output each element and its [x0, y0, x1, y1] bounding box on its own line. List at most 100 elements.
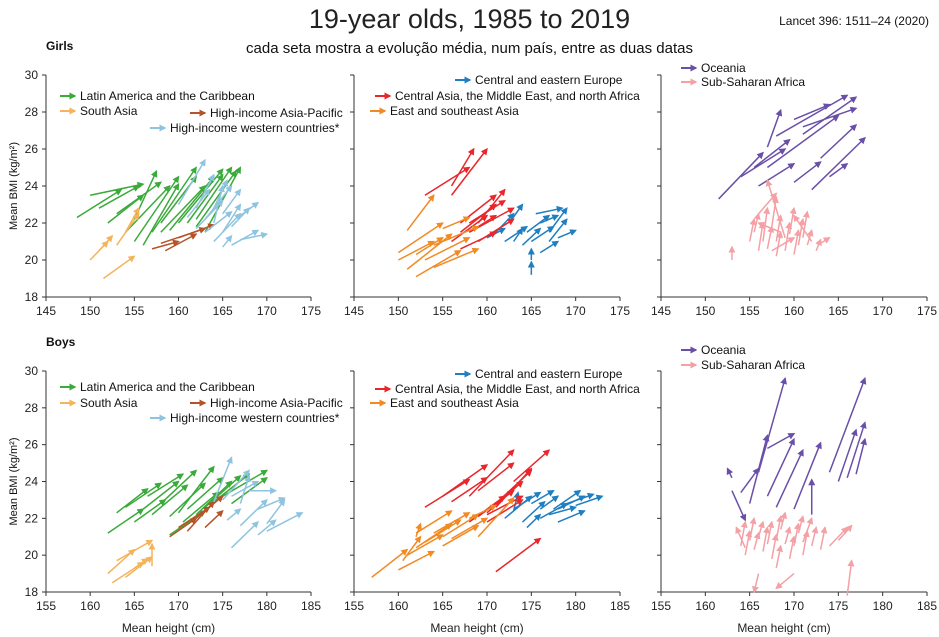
data-arrow: [239, 474, 251, 504]
data-arrow: [766, 114, 840, 169]
data-arrow: [124, 206, 140, 233]
x-tick-label: 160: [168, 304, 188, 318]
data-arrow: [442, 513, 480, 538]
x-tick-label: 145: [651, 304, 671, 318]
data-arrow: [195, 495, 224, 519]
data-arrow: [575, 494, 604, 507]
data-arrow: [740, 148, 787, 178]
data-arrow: [766, 108, 783, 148]
data-arrow: [415, 522, 422, 537]
x-tick-label: 165: [213, 304, 233, 318]
data-arrow: [495, 467, 533, 508]
data-arrow: [718, 151, 764, 200]
data-arrow: [451, 517, 489, 540]
data-arrow: [521, 500, 546, 523]
x-tick-label: 170: [784, 599, 804, 613]
x-tick-label: 155: [433, 304, 453, 318]
data-arrow: [195, 170, 237, 228]
x-axis-label: Mean height (cm): [737, 621, 830, 635]
data-arrow: [815, 238, 822, 252]
data-arrow: [784, 526, 792, 545]
data-arrow: [442, 464, 489, 497]
x-tick-label: 180: [566, 599, 586, 613]
data-arrow: [486, 499, 524, 523]
data-arrow: [775, 544, 784, 569]
data-arrow: [837, 428, 858, 482]
legend-label: Oceania: [701, 61, 746, 75]
x-axis-label: Mean height (cm): [122, 621, 215, 635]
x-tick-label: 165: [740, 599, 760, 613]
data-arrow: [771, 195, 779, 227]
data-arrow: [775, 230, 784, 257]
data-arrow: [442, 525, 480, 547]
legend-label: Sub-Saharan Africa: [701, 75, 805, 89]
data-arrow: [539, 502, 569, 519]
data-arrow: [793, 229, 801, 255]
data-arrow: [757, 377, 787, 473]
data-arrow: [397, 240, 436, 261]
data-arrow: [855, 437, 867, 475]
data-arrow: [829, 162, 849, 178]
x-tick-label: 160: [695, 599, 715, 613]
data-arrow: [90, 181, 145, 196]
data-arrow: [802, 106, 858, 128]
data-arrow: [164, 233, 198, 252]
legend-label: Central and eastern Europe: [475, 73, 623, 87]
data-arrow: [548, 207, 568, 233]
data-arrow: [548, 218, 568, 242]
data-arrow: [151, 484, 189, 516]
data-arrow: [102, 255, 136, 280]
data-arrow: [811, 526, 819, 547]
data-arrow: [726, 467, 734, 479]
x-tick-label: 175: [828, 599, 848, 613]
data-arrow: [257, 519, 277, 536]
data-arrow: [125, 556, 154, 578]
data-arrow: [735, 526, 746, 549]
x-tick-label: 170: [873, 304, 893, 318]
data-arrow: [125, 482, 162, 508]
data-arrow: [495, 537, 542, 573]
x-tick-label: 145: [36, 304, 56, 318]
data-arrow: [748, 434, 770, 504]
data-arrow: [266, 512, 304, 532]
data-arrow: [76, 188, 123, 219]
data-arrow: [793, 441, 822, 510]
data-arrow: [819, 526, 828, 550]
data-arrow: [802, 529, 810, 556]
data-arrow: [802, 210, 810, 238]
data-arrow: [195, 480, 233, 516]
legend-label: East and southeast Asia: [390, 104, 519, 118]
data-arrow: [775, 573, 795, 590]
x-tick-label: 155: [124, 304, 144, 318]
data-arrow: [160, 469, 198, 505]
data-arrow: [468, 449, 515, 497]
data-arrow: [182, 491, 220, 523]
data-arrow: [753, 138, 791, 169]
data-arrow: [415, 237, 444, 256]
legend-label: South Asia: [80, 104, 138, 118]
data-arrow: [433, 247, 480, 269]
x-tick-label: 160: [477, 304, 497, 318]
data-arrow: [521, 227, 542, 246]
data-arrow: [513, 491, 542, 510]
data-arrow: [397, 550, 436, 571]
y-tick-label: 22: [25, 216, 39, 230]
data-arrow: [846, 421, 867, 479]
data-arrow: [530, 225, 555, 243]
data-arrow: [186, 173, 224, 224]
data-arrow: [775, 94, 849, 137]
y-tick-label: 30: [25, 68, 39, 82]
data-arrow: [539, 495, 560, 510]
row-label: Girls: [46, 39, 74, 53]
data-arrow: [226, 508, 242, 521]
data-arrow: [177, 168, 224, 224]
data-arrow: [793, 214, 813, 242]
data-arrow: [186, 188, 211, 218]
data-arrow: [775, 515, 784, 541]
data-arrow: [793, 103, 831, 121]
data-arrow: [512, 227, 524, 242]
x-tick-label: 175: [213, 599, 233, 613]
data-arrow: [468, 504, 498, 520]
data-arrow: [535, 205, 564, 215]
y-tick-label: 30: [25, 364, 39, 378]
